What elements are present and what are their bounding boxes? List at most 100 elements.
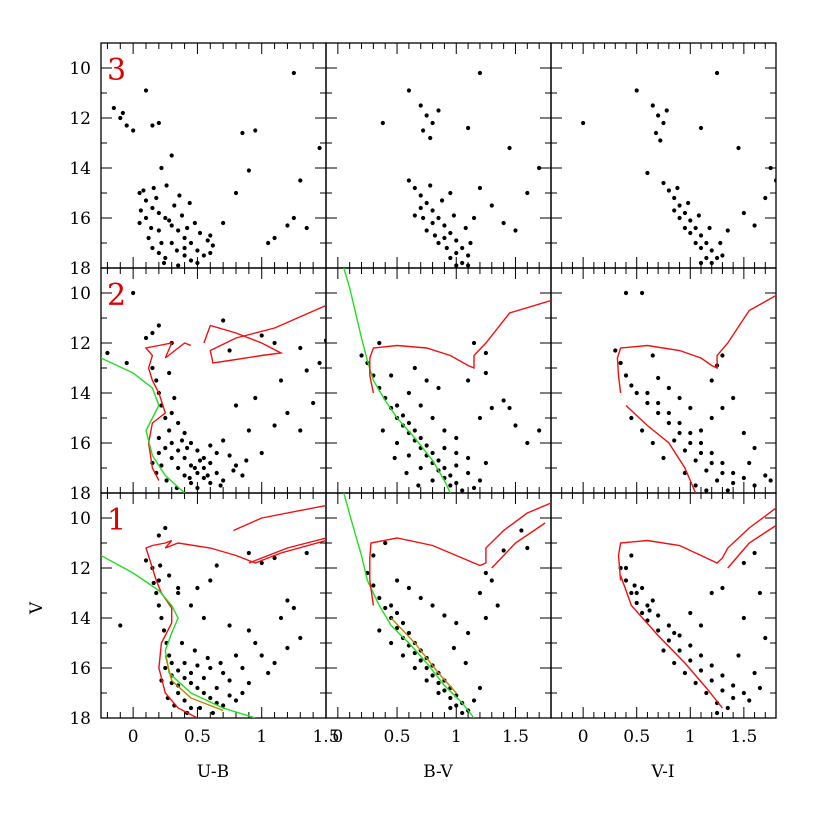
star-point	[709, 260, 714, 266]
star-point	[240, 473, 245, 478]
star-point	[525, 440, 530, 446]
isochrone-line	[164, 655, 224, 712]
star-point	[118, 623, 123, 628]
star-point	[709, 590, 714, 596]
star-point	[285, 410, 290, 416]
isochrone-line	[616, 294, 776, 394]
star-point	[156, 323, 161, 328]
star-point	[718, 240, 723, 246]
star-point	[731, 395, 736, 401]
star-point	[406, 420, 411, 426]
star-point	[259, 560, 264, 566]
star-points	[613, 290, 773, 493]
star-point	[221, 438, 226, 443]
star-point	[623, 373, 629, 378]
star-point	[428, 135, 433, 141]
star-point	[650, 103, 655, 108]
star-point	[454, 703, 459, 708]
star-point	[688, 218, 693, 223]
star-point	[693, 458, 698, 463]
star-point	[460, 245, 465, 251]
star-point	[253, 128, 258, 133]
star-point	[182, 235, 187, 241]
star-point	[304, 550, 309, 556]
star-point	[195, 448, 200, 453]
star-point	[195, 470, 200, 476]
isochrone-group	[491, 522, 546, 569]
x-tick-label: 1	[256, 727, 267, 747]
star-point	[240, 690, 245, 696]
star-point	[763, 635, 768, 641]
star-point	[167, 653, 172, 658]
star-point	[650, 598, 655, 603]
y-axis-label: V	[27, 601, 47, 615]
y-tick-label: 18	[69, 484, 91, 504]
star-point	[768, 165, 773, 171]
star-point	[377, 628, 382, 633]
star-point	[197, 458, 203, 463]
star-point	[696, 213, 701, 218]
star-point	[233, 190, 239, 196]
star-point	[406, 585, 411, 591]
star-point	[218, 660, 223, 666]
star-point	[233, 653, 239, 658]
star-point	[253, 395, 258, 401]
star-point	[747, 460, 752, 466]
star-point	[208, 578, 213, 583]
star-point	[205, 655, 210, 661]
star-point	[124, 360, 129, 366]
star-point	[197, 230, 203, 236]
panel-number-label: 1	[107, 503, 126, 538]
star-point	[714, 478, 720, 483]
star-point	[507, 405, 512, 411]
star-point	[182, 430, 187, 436]
star-point	[634, 390, 639, 396]
star-point	[489, 578, 494, 583]
star-point	[501, 398, 506, 403]
star-point	[436, 385, 441, 391]
star-point	[392, 455, 397, 461]
star-point	[442, 613, 447, 618]
star-point	[150, 205, 155, 211]
star-point	[272, 660, 277, 666]
star-point	[725, 705, 730, 711]
star-point	[167, 218, 172, 223]
star-point	[167, 370, 172, 376]
isochrone-group	[144, 342, 192, 481]
star-point	[406, 88, 411, 93]
star-point	[428, 183, 433, 188]
star-point	[537, 165, 542, 171]
isochrone-line	[101, 554, 256, 718]
star-point	[154, 195, 159, 201]
star-point	[176, 465, 181, 471]
star-point	[682, 448, 688, 453]
star-point	[430, 450, 435, 456]
star-point	[656, 628, 661, 633]
star-point	[709, 450, 714, 456]
star-point	[454, 620, 459, 626]
star-point	[169, 440, 174, 446]
star-point	[156, 210, 161, 216]
star-point	[167, 573, 172, 578]
star-point	[208, 250, 213, 256]
isochrone-group	[101, 357, 186, 493]
star-point	[195, 585, 200, 591]
star-point	[176, 420, 181, 426]
star-points	[618, 550, 768, 716]
star-point	[454, 463, 459, 468]
star-point	[471, 485, 477, 491]
star-point	[436, 690, 441, 696]
star-point	[192, 220, 197, 226]
star-point	[317, 360, 322, 366]
star-point	[661, 455, 666, 461]
star-point	[137, 190, 142, 196]
star-point	[430, 478, 435, 483]
star-point	[513, 423, 518, 428]
star-point	[176, 590, 181, 596]
star-point	[725, 488, 730, 493]
star-point	[169, 455, 174, 461]
star-point	[298, 635, 303, 641]
star-point	[179, 213, 185, 218]
star-point	[448, 483, 453, 488]
star-point	[188, 258, 194, 263]
